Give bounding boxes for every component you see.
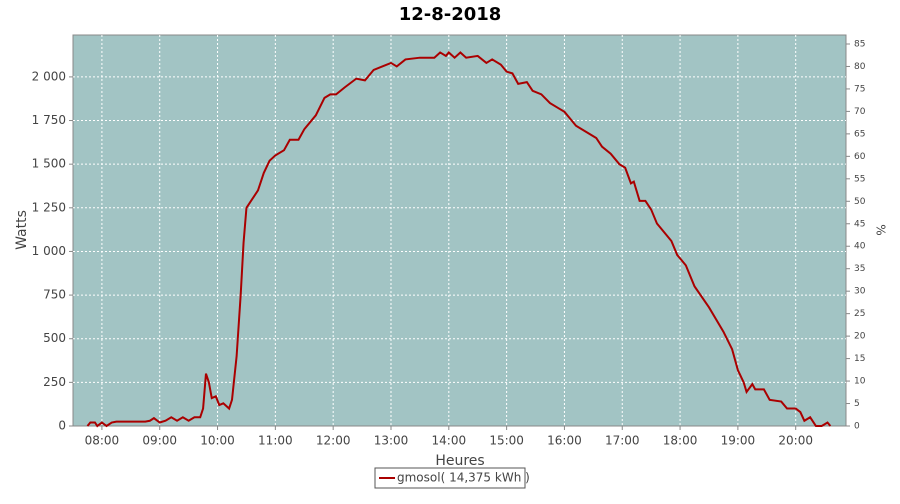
y-tick-label: 1 250 [32,200,66,214]
y2-tick-label: 25 [854,309,865,319]
y2-tick-label: 15 [854,354,865,364]
y2-tick-label: 45 [854,219,865,229]
y-tick-label: 2 000 [32,69,66,83]
y2-tick-label: 40 [854,242,866,252]
y-tick-label: 1 750 [32,113,66,127]
y2-tick-label: 5 [854,399,860,409]
y-tick-label: 250 [43,375,66,389]
y2-tick-label: 60 [854,152,866,162]
x-tick-label: 20:00 [778,434,813,448]
y2-tick-label: 75 [854,84,865,94]
x-tick-label: 08:00 [85,434,120,448]
x-tick-label: 10:00 [200,434,235,448]
y2-tick-label: 10 [854,377,866,387]
x-tick-label: 11:00 [258,434,293,448]
y2-tick-label: 70 [854,107,866,117]
x-tick-label: 19:00 [721,434,756,448]
x-tick-label: 12:00 [316,434,351,448]
y-tick-label: 1 000 [32,244,66,258]
y2-tick-label: 35 [854,264,865,274]
y2-tick-label: 30 [854,287,866,297]
x-tick-label: 09:00 [142,434,177,448]
x-axis-label: Heures [435,453,484,469]
plot-area [72,34,847,427]
y2-tick-label: 20 [854,332,866,342]
x-tick-label: 13:00 [374,434,409,448]
legend-box [374,467,526,489]
y2-tick-label: 85 [854,39,865,49]
y-tick-label: 1 500 [32,157,66,171]
y2-tick-label: 80 [854,62,866,72]
legend-label: gmosol( 14,375 kWh ) [397,471,530,485]
x-tick-label: 14:00 [432,434,467,448]
x-tick-label: 17:00 [605,434,640,448]
y-tick-label: 500 [43,331,66,345]
chart-title: 12-8-2018 [399,4,502,25]
y-tick-label: 750 [43,288,66,302]
y2-axis-label: % [874,224,888,235]
y2-tick-label: 50 [854,197,866,207]
y2-tick-label: 65 [854,129,865,139]
y2-tick-label: 0 [854,422,860,432]
data-line [86,51,832,428]
x-tick-label: 16:00 [547,434,582,448]
y2-tick-label: 55 [854,174,865,184]
x-tick-label: 15:00 [489,434,524,448]
x-tick-label: 18:00 [663,434,698,448]
y-tick-label: 0 [58,419,66,433]
y-axis-label: Watts [14,210,30,250]
